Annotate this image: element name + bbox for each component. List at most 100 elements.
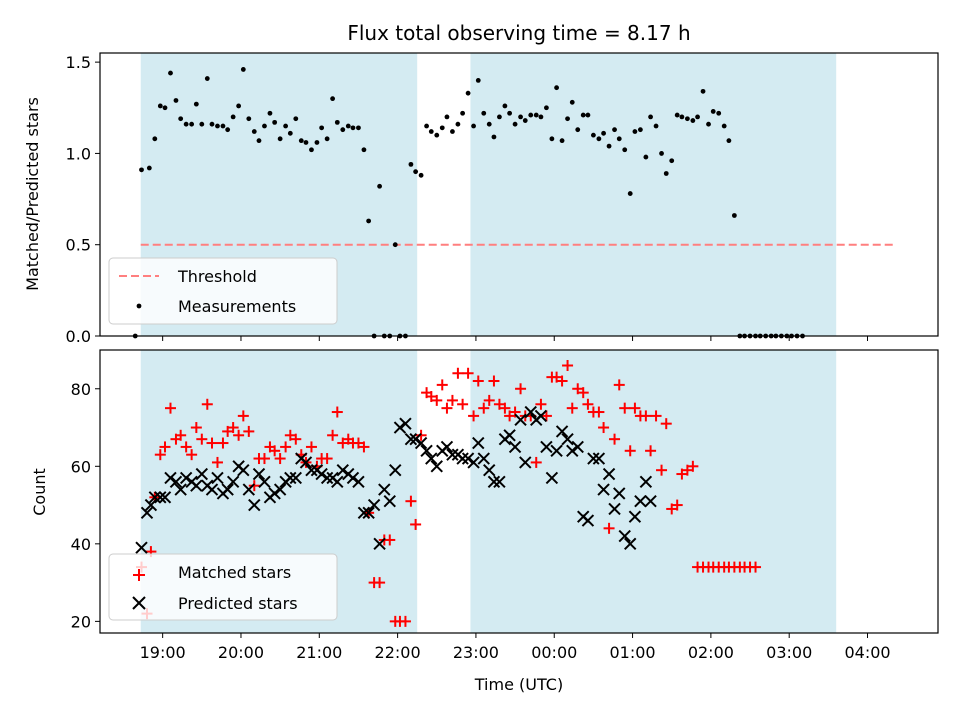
measurement-point bbox=[481, 110, 487, 116]
measurement-point bbox=[157, 103, 163, 109]
matched-star-point bbox=[190, 422, 202, 434]
matched-star-point bbox=[577, 387, 589, 399]
matched-star-point bbox=[582, 398, 594, 410]
predicted-star-point bbox=[592, 452, 606, 465]
matched-star-point bbox=[399, 615, 411, 627]
measurement-point bbox=[152, 136, 158, 142]
measurement-point bbox=[559, 138, 565, 144]
measurement-point bbox=[361, 147, 367, 153]
matched-star-point bbox=[562, 360, 574, 372]
measurement-point bbox=[528, 112, 534, 118]
matched-star-point bbox=[227, 422, 239, 434]
predicted-star-point bbox=[483, 463, 496, 477]
measurement-point bbox=[236, 103, 242, 109]
legend-threshold-label: Threshold bbox=[177, 267, 257, 286]
predicted-star-point bbox=[545, 471, 559, 485]
legend-matched-swatch bbox=[133, 569, 145, 581]
bottom-shaded-interval-1 bbox=[470, 350, 837, 633]
matched-star-point bbox=[535, 398, 547, 410]
predicted-star-point bbox=[425, 452, 438, 465]
predicted-star-point bbox=[221, 483, 234, 496]
bottom-legend: Matched stars Predicted stars bbox=[108, 553, 338, 621]
measurement-point bbox=[627, 191, 633, 196]
measurement-point bbox=[139, 167, 144, 173]
predicted-star-point bbox=[628, 510, 642, 523]
matched-star-point bbox=[457, 398, 469, 410]
predicted-star-point bbox=[378, 483, 391, 496]
matched-star-point bbox=[629, 402, 641, 414]
predicted-star-point bbox=[315, 467, 328, 481]
matched-star-point bbox=[540, 410, 552, 422]
matched-star-point bbox=[305, 441, 317, 453]
measurement-point bbox=[168, 70, 173, 76]
matched-star-point bbox=[154, 449, 166, 461]
predicted-star-point bbox=[305, 463, 318, 477]
measurement-point bbox=[465, 90, 471, 96]
matched-star-point bbox=[640, 410, 652, 422]
top-y-axis-label: Matched/Predicted stars bbox=[23, 97, 42, 291]
matched-star-point bbox=[750, 561, 762, 573]
measurement-point bbox=[272, 119, 278, 125]
x-tick-label: 04:00 bbox=[844, 643, 890, 662]
matched-star-point bbox=[410, 518, 422, 530]
predicted-star-point bbox=[205, 483, 219, 496]
matched-star-point bbox=[269, 445, 281, 457]
predicted-star-point bbox=[144, 498, 158, 512]
predicted-star-point bbox=[477, 452, 490, 465]
top-panel: 0.0 0.5 1.0 1.5 Matched/Predicted stars Thr… bbox=[23, 52, 939, 346]
matched-star-point bbox=[645, 445, 657, 457]
measurement-point bbox=[340, 127, 346, 133]
measurement-point bbox=[721, 123, 727, 129]
predicted-star-point bbox=[644, 494, 657, 508]
matched-star-point bbox=[248, 480, 260, 492]
predicted-star-point bbox=[273, 483, 287, 496]
matched-star-point bbox=[441, 402, 453, 414]
matched-star-point bbox=[624, 445, 636, 457]
measurement-point bbox=[663, 171, 669, 176]
matched-star-point bbox=[258, 453, 270, 465]
top-y-tick-label: 1.5 bbox=[66, 53, 91, 72]
measurement-point bbox=[669, 158, 675, 164]
top-legend-box bbox=[108, 257, 338, 325]
predicted-star-point bbox=[602, 467, 616, 481]
bottom-y-axis-label: Count bbox=[30, 468, 49, 516]
measurement-point bbox=[240, 67, 246, 72]
matched-star-point bbox=[331, 406, 343, 418]
matched-star-point bbox=[446, 394, 458, 406]
measurement-point bbox=[580, 112, 586, 118]
x-tick-label: 21:00 bbox=[296, 643, 342, 662]
measurement-point bbox=[706, 121, 711, 127]
measurement-point bbox=[497, 114, 502, 120]
measurement-point bbox=[439, 125, 445, 131]
measurement-point bbox=[377, 183, 382, 189]
top-y-tick-label: 1.0 bbox=[66, 144, 91, 163]
measurement-point bbox=[460, 110, 466, 116]
measurement-point bbox=[648, 114, 653, 120]
predicted-star-point bbox=[519, 456, 532, 469]
matched-star-point bbox=[180, 441, 192, 453]
predicted-star-point bbox=[362, 506, 375, 520]
measurement-point bbox=[189, 121, 195, 127]
measurement-point bbox=[230, 114, 236, 120]
measurement-point bbox=[502, 103, 508, 109]
predicted-star-point bbox=[373, 537, 386, 551]
measurement-point bbox=[146, 165, 152, 171]
matched-star-point bbox=[499, 402, 511, 414]
predicted-star-point bbox=[639, 475, 653, 489]
measurement-point bbox=[324, 136, 330, 142]
measurement-point bbox=[434, 132, 440, 138]
measurement-point bbox=[413, 169, 419, 175]
measurement-point bbox=[632, 129, 638, 134]
measurement-point bbox=[690, 118, 696, 123]
predicted-star-point bbox=[399, 417, 412, 430]
legend-measurements-swatch bbox=[136, 303, 142, 309]
measurement-point bbox=[533, 112, 539, 118]
x-tick-label: 23:00 bbox=[453, 643, 499, 662]
bottom-y-axis-ticks: 20 40 60 80 bbox=[71, 380, 100, 631]
matched-star-point bbox=[452, 367, 464, 379]
top-legend: Threshold Measurements bbox=[108, 257, 338, 325]
matched-star-point bbox=[211, 456, 223, 468]
matched-star-point bbox=[237, 410, 249, 422]
predicted-star-point bbox=[258, 475, 271, 489]
predicted-star-point bbox=[140, 506, 154, 520]
